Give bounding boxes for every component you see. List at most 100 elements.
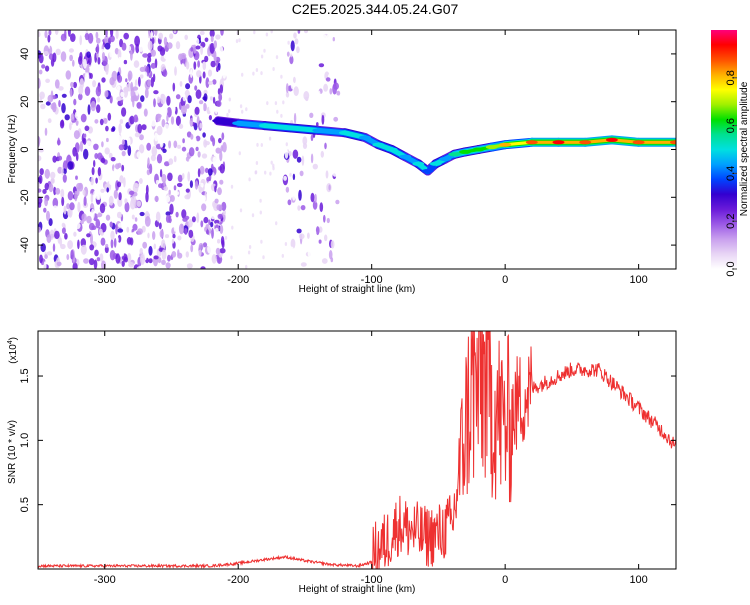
noise-speckle bbox=[309, 74, 315, 83]
noise-speckle bbox=[123, 59, 128, 65]
noise-speckle bbox=[166, 95, 171, 106]
noise-speckle bbox=[159, 229, 164, 238]
noise-speckle bbox=[108, 195, 114, 206]
noise-speckle bbox=[75, 175, 78, 180]
noise-speckle bbox=[275, 221, 278, 226]
noise-speckle bbox=[288, 246, 295, 255]
noise-speckle bbox=[39, 254, 43, 264]
colorbar-tick-label: 0.0 bbox=[725, 261, 737, 276]
noise-speckle bbox=[54, 79, 60, 89]
noise-speckle bbox=[280, 113, 283, 118]
noise-speckle bbox=[195, 89, 202, 99]
noise-speckle bbox=[163, 36, 168, 46]
noise-speckle bbox=[166, 114, 169, 123]
noise-speckle bbox=[48, 30, 52, 36]
noise-speckle bbox=[157, 96, 161, 104]
noise-speckle bbox=[169, 195, 175, 202]
noise-speckle bbox=[133, 60, 140, 68]
noise-speckle bbox=[165, 211, 171, 216]
noise-speckle bbox=[311, 83, 315, 92]
noise-speckle bbox=[115, 253, 121, 264]
noise-speckle bbox=[38, 69, 43, 75]
noise-speckle bbox=[255, 161, 259, 165]
noise-speckle bbox=[137, 228, 143, 235]
noise-speckle bbox=[118, 223, 123, 228]
noise-speckle bbox=[60, 188, 65, 199]
noise-speckle bbox=[286, 51, 290, 57]
noise-speckle bbox=[220, 236, 225, 246]
noise-speckle bbox=[274, 101, 278, 106]
y-tick-label: 0.5 bbox=[19, 497, 31, 512]
noise-speckle bbox=[289, 55, 294, 65]
noise-speckle bbox=[105, 243, 109, 248]
noise-speckle bbox=[99, 118, 104, 126]
noise-speckle bbox=[326, 217, 330, 224]
noise-speckle bbox=[199, 30, 205, 36]
top-x-axis-label: Height of straight line (km) bbox=[299, 284, 416, 295]
noise-speckle bbox=[104, 90, 109, 98]
noise-speckle bbox=[134, 183, 140, 188]
noise-speckle bbox=[126, 226, 130, 233]
noise-speckle bbox=[51, 111, 56, 123]
noise-speckle bbox=[260, 239, 263, 244]
noise-speckle bbox=[137, 123, 142, 134]
noise-speckle bbox=[303, 80, 308, 89]
noise-speckle bbox=[248, 177, 251, 182]
noise-speckle bbox=[86, 51, 91, 58]
noise-speckle bbox=[127, 145, 132, 157]
noise-speckle bbox=[285, 186, 290, 193]
noise-speckle bbox=[217, 88, 221, 95]
noise-speckle bbox=[73, 231, 77, 237]
noise-speckle bbox=[175, 115, 181, 126]
noise-speckle bbox=[293, 112, 297, 124]
noise-speckle bbox=[224, 235, 228, 240]
noise-speckle bbox=[211, 254, 217, 264]
noise-speckle bbox=[60, 51, 67, 62]
noise-speckle bbox=[74, 190, 78, 202]
noise-speckle bbox=[110, 238, 114, 249]
noise-speckle bbox=[49, 83, 53, 90]
noise-speckle bbox=[121, 260, 125, 268]
noise-speckle bbox=[207, 92, 210, 98]
bottom-y-axis: 1.5 1.0 0.5 bbox=[19, 368, 676, 512]
noise-speckle bbox=[84, 72, 90, 82]
noise-speckle bbox=[38, 182, 41, 189]
noise-speckle bbox=[119, 175, 124, 184]
noise-speckle bbox=[165, 56, 169, 66]
noise-speckle bbox=[44, 197, 48, 207]
noise-speckle bbox=[217, 239, 221, 244]
noise-speckle bbox=[148, 245, 153, 256]
noise-speckle bbox=[91, 225, 97, 230]
noise-speckle bbox=[58, 70, 62, 80]
noise-speckle bbox=[168, 189, 171, 195]
noise-speckle bbox=[285, 91, 290, 98]
colorbar-tick-label: 0.8 bbox=[725, 70, 737, 85]
noise-speckle bbox=[328, 250, 333, 260]
noise-speckle bbox=[230, 255, 233, 260]
noise-speckle bbox=[332, 37, 335, 42]
noise-speckle bbox=[162, 69, 168, 77]
noise-speckle bbox=[43, 261, 47, 269]
noise-speckle bbox=[200, 266, 206, 269]
noise-speckle bbox=[121, 164, 125, 172]
noise-speckle bbox=[152, 231, 156, 240]
noise-speckle bbox=[318, 239, 322, 244]
x-tick-label: 100 bbox=[629, 574, 647, 586]
noise-speckle bbox=[139, 211, 145, 217]
noise-speckle bbox=[104, 35, 110, 44]
noise-speckle bbox=[173, 222, 177, 232]
noise-speckle bbox=[160, 190, 164, 201]
noise-speckle bbox=[73, 98, 77, 106]
noise-speckle bbox=[150, 49, 156, 57]
noise-speckle bbox=[230, 184, 234, 189]
colorbar-tick-label: 0.4 bbox=[725, 166, 737, 181]
noise-speckle bbox=[204, 167, 209, 173]
noise-speckle bbox=[333, 116, 339, 122]
noise-speckle bbox=[310, 192, 315, 203]
noise-speckle bbox=[148, 180, 152, 187]
noise-speckle bbox=[283, 175, 287, 181]
noise-speckle bbox=[83, 196, 87, 207]
noise-speckle bbox=[176, 60, 180, 65]
noise-speckle bbox=[207, 168, 213, 176]
noise-speckle bbox=[100, 237, 106, 246]
